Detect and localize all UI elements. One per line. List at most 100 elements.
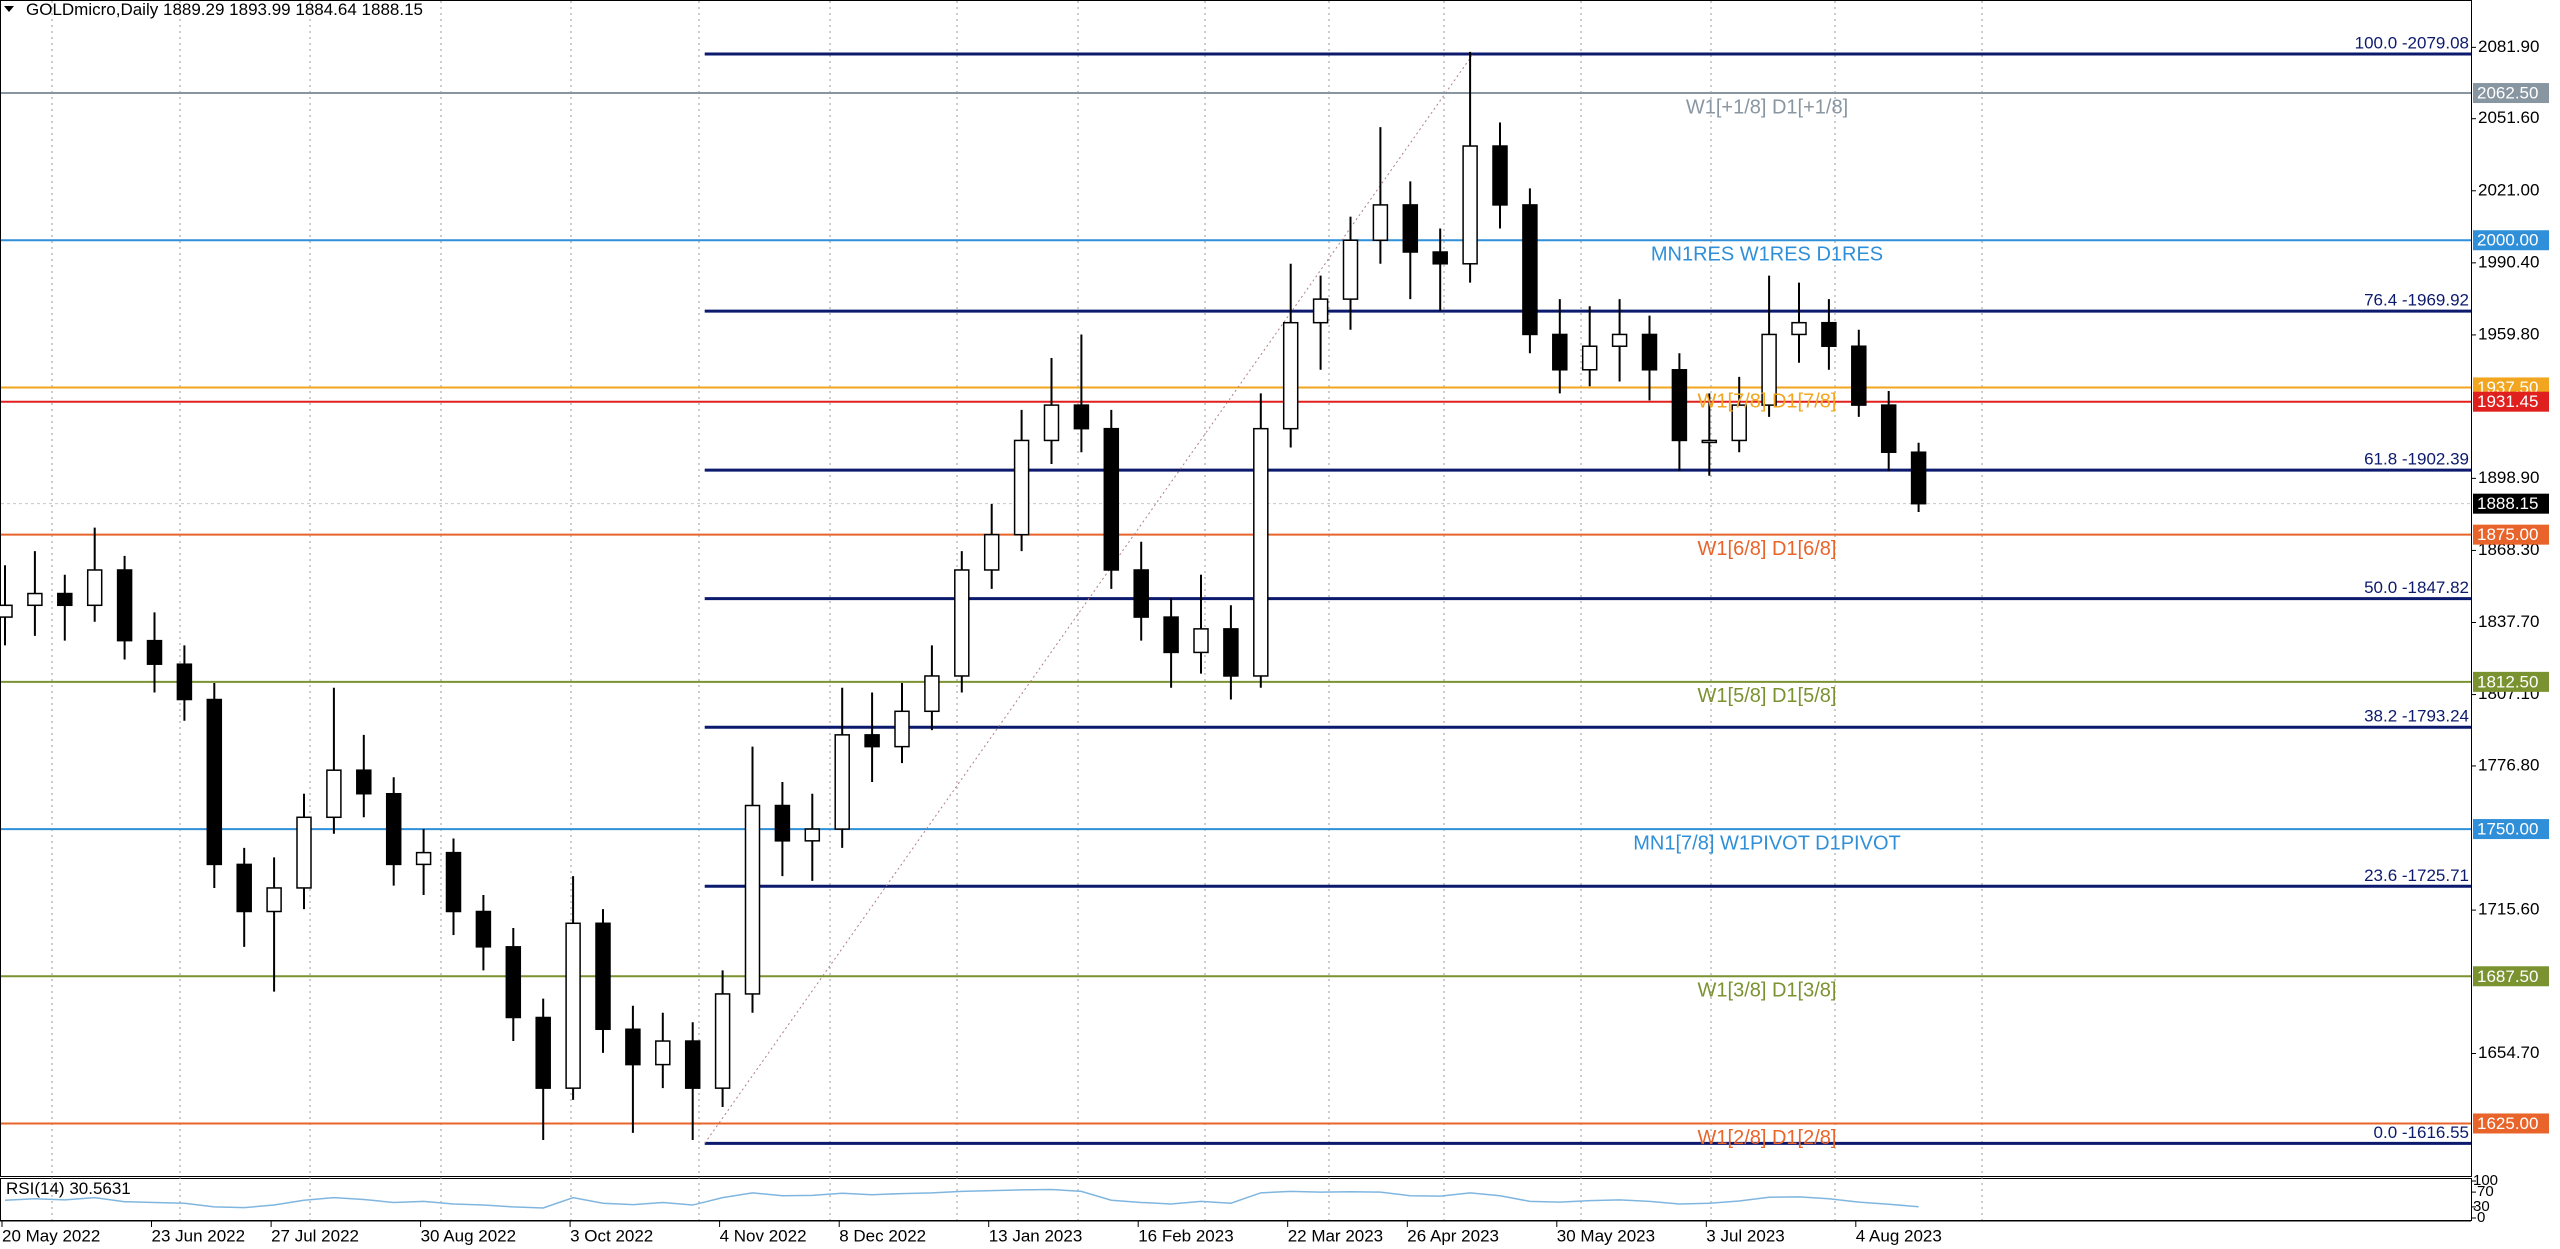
price-box-label: 1750.00 — [2477, 820, 2538, 839]
candle-body — [445, 851, 462, 913]
price-box — [2473, 1113, 2549, 1134]
y-tick-label: 1776.80 — [2478, 755, 2539, 774]
candle-body — [176, 663, 193, 701]
header-part: 1893.99 — [229, 0, 290, 19]
x-tick-label: 27 Jul 2022 — [271, 1226, 359, 1245]
candle-body — [1223, 628, 1239, 677]
y-tick-label: 1868.30 — [2478, 540, 2539, 559]
candle-body — [86, 569, 103, 607]
menu-arrow — [4, 6, 14, 12]
y-tick-label: 2081.90 — [2478, 37, 2539, 56]
x-tick-label: 30 May 2023 — [1557, 1226, 1655, 1245]
candle-body — [1013, 439, 1030, 536]
candle-body — [1851, 345, 1867, 406]
level-name: MN1[7/8] W1PIVOT D1PIVOT — [1633, 832, 1900, 854]
candle-body — [1880, 404, 1897, 453]
rsi-name: RSI(14) — [6, 1179, 65, 1198]
candle-body — [625, 1028, 641, 1066]
candle-body — [1253, 427, 1269, 677]
fib-trend-line — [704, 53, 1474, 1144]
x-tick-label: 16 Feb 2023 — [1138, 1226, 1233, 1245]
candle-body — [236, 863, 252, 913]
candle-body — [1791, 321, 1807, 336]
candle-body — [1312, 298, 1329, 324]
candle-body — [475, 910, 492, 948]
current-price-label: 1888.15 — [2477, 494, 2538, 513]
candle-body — [505, 946, 522, 1019]
rsi-value: 30.5631 — [69, 1179, 130, 1198]
header-part: GOLDmicro,Daily — [26, 0, 159, 19]
rsi-pane — [0, 1178, 2472, 1221]
price-box-label: 2000.00 — [2477, 231, 2538, 250]
candle-body — [1761, 333, 1777, 406]
level-name: W1[5/8] D1[5/8] — [1698, 685, 1837, 707]
price-box-label: 1875.00 — [2477, 525, 2538, 544]
candle-body — [1731, 404, 1747, 442]
price-box-label: 2062.50 — [2477, 84, 2538, 103]
candle-body — [774, 804, 791, 842]
candle-body — [1671, 369, 1688, 442]
candle-body — [415, 851, 432, 866]
fib-label: 100.0 -2079.08 — [2355, 33, 2469, 52]
fib-label: 61.8 -1902.39 — [2364, 450, 2469, 469]
x-tick-label: 22 Mar 2023 — [1288, 1226, 1383, 1245]
candle-body — [116, 569, 133, 642]
candle-body — [595, 922, 611, 1031]
price-box-label: 1812.50 — [2477, 672, 2538, 691]
candle-body — [1462, 145, 1478, 265]
y-tick-label: 1837.70 — [2478, 612, 2539, 631]
fib-label: 38.2 -1793.24 — [2364, 707, 2469, 726]
candle-body — [1193, 628, 1209, 654]
y-tick-label: 1990.40 — [2478, 252, 2539, 271]
price-box — [2473, 966, 2549, 987]
fib-label: 50.0 -1847.82 — [2364, 578, 2469, 597]
candle-body — [27, 592, 43, 607]
price-box — [2473, 671, 2549, 692]
candle-body — [834, 734, 850, 830]
y-tick-label: 2051.60 — [2478, 108, 2539, 127]
x-tick-label: 4 Nov 2022 — [720, 1226, 807, 1245]
price-box-label: 1625.00 — [2477, 1114, 2538, 1133]
candle-body — [535, 1016, 551, 1089]
current-price-box — [2473, 493, 2549, 514]
level-name: W1[6/8] D1[6/8] — [1698, 538, 1837, 560]
candle-body — [983, 533, 1000, 571]
candle-body — [924, 675, 940, 713]
y-tick-label: 2021.00 — [2478, 180, 2539, 199]
candle-body — [0, 604, 13, 618]
candle-body — [1163, 616, 1179, 654]
candle-body — [684, 1040, 701, 1089]
x-tick-label: 4 Aug 2023 — [1856, 1226, 1942, 1245]
candle-body — [57, 592, 73, 607]
candle-body — [1641, 333, 1658, 371]
level-name: MN1RES W1RES D1RES — [1651, 244, 1883, 266]
x-tick-label: 8 Dec 2022 — [839, 1226, 926, 1245]
rsi-line — [4, 1188, 1919, 1209]
candle-body — [1552, 333, 1568, 371]
x-tick-label: 13 Jan 2023 — [989, 1226, 1083, 1245]
x-tick-label: 23 Jun 2022 — [152, 1226, 246, 1245]
rsi-tick-label: 0 — [2477, 1209, 2485, 1226]
candle-body — [356, 769, 372, 795]
price-box — [2473, 391, 2549, 412]
candle-body — [565, 922, 581, 1089]
level-name: W1[3/8] D1[3/8] — [1698, 980, 1837, 1002]
candle-body — [296, 816, 312, 889]
price-box — [2473, 819, 2549, 840]
y-tick-label: 1959.80 — [2478, 324, 2539, 343]
price-box-label: 1931.45 — [2477, 392, 2538, 411]
main-pane — [0, 0, 2472, 1177]
candle-body — [1372, 204, 1389, 241]
candle-body — [146, 639, 163, 665]
candle-body — [1821, 321, 1837, 347]
level-name: W1[7/8] D1[7/8] — [1698, 391, 1837, 413]
candle-body — [744, 804, 761, 995]
candle-body — [1073, 404, 1090, 430]
header-part: 1884.64 — [295, 0, 356, 19]
candle-body — [266, 887, 282, 913]
candle-body — [1103, 427, 1120, 571]
level-name: W1[+1/8] D1[+1/8] — [1686, 96, 1848, 118]
candle-body — [1133, 569, 1149, 618]
